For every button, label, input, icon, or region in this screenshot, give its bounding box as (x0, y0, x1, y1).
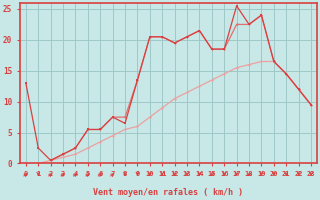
X-axis label: Vent moyen/en rafales ( km/h ): Vent moyen/en rafales ( km/h ) (93, 188, 244, 197)
